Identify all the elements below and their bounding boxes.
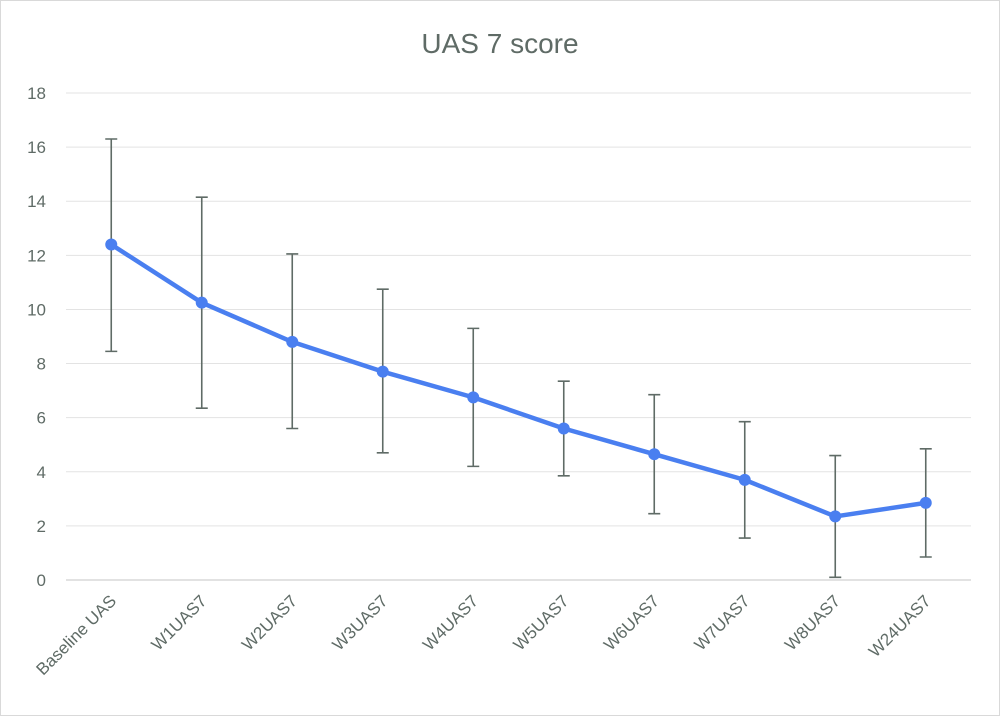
- x-tick-label: W7UAS7: [691, 591, 754, 654]
- y-tick-label: 6: [37, 409, 46, 428]
- y-tick-label: 2: [37, 517, 46, 536]
- y-tick-label: 8: [37, 355, 46, 374]
- data-point: [648, 448, 661, 461]
- y-tick-label: 18: [27, 84, 46, 103]
- error-bars: [105, 138, 932, 579]
- x-axis-ticks: Baseline UAS W1UAS7 W2UAS7 W3UAS7 W4UAS7 W5UA…: [32, 591, 934, 679]
- series-line: [109, 242, 928, 519]
- x-tick-label: Baseline UAS: [32, 591, 120, 679]
- y-tick-label: 12: [27, 246, 46, 265]
- x-tick-label: W5UAS7: [510, 591, 573, 654]
- x-tick-label: W3UAS7: [329, 591, 392, 654]
- y-tick-label: 14: [27, 192, 46, 211]
- y-tick-label: 10: [27, 300, 46, 319]
- x-tick-label: W24UAS7: [865, 591, 935, 661]
- x-tick-label: W1UAS7: [148, 591, 211, 654]
- data-point: [829, 510, 842, 523]
- data-point: [919, 496, 932, 509]
- y-axis-ticks: 0 2 4 6 8 10 12 14 16 18: [27, 84, 46, 590]
- data-point: [286, 335, 299, 348]
- x-tick-label: W2UAS7: [238, 591, 301, 654]
- y-tick-label: 16: [27, 138, 46, 157]
- x-tick-label: W8UAS7: [781, 591, 844, 654]
- x-tick-label: W6UAS7: [600, 591, 663, 654]
- x-tick-label: W4UAS7: [419, 591, 482, 654]
- data-point: [738, 473, 751, 486]
- chart-title: UAS 7 score: [421, 28, 578, 59]
- data-points: [105, 238, 932, 523]
- data-point: [467, 391, 480, 404]
- data-point: [557, 422, 570, 435]
- series-line-layer: [109, 242, 928, 519]
- y-tick-label: 0: [37, 571, 46, 590]
- data-point: [376, 365, 389, 378]
- data-point: [105, 238, 118, 251]
- data-point: [195, 296, 208, 309]
- y-tick-label: 4: [37, 463, 46, 482]
